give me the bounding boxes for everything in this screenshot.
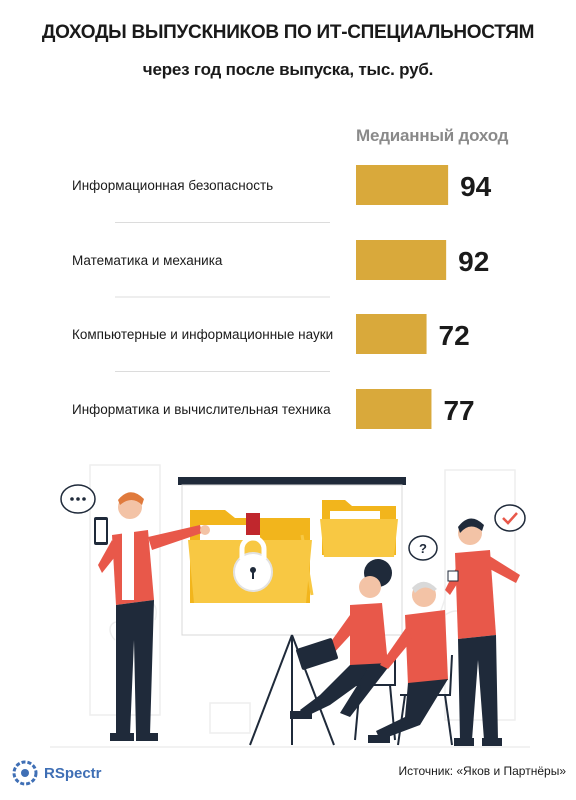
bar-chart: Информационная безопасность 94 Математика … (72, 165, 492, 429)
brand-logo[interactable]: RSpectr (12, 760, 102, 786)
bar (356, 389, 432, 429)
brand-logo-icon (12, 760, 38, 786)
woman-with-laptop-figure (290, 559, 392, 719)
question-bubble-icon: ? (408, 535, 438, 561)
older-man-figure (368, 581, 448, 743)
chart-title: ДОХОДЫ ВЫПУСКНИКОВ ПО ИТ-СПЕЦИАЛЬНОСТЯМ (41, 22, 535, 43)
category-label: Информационная безопасность (72, 178, 273, 193)
value-label: 94 (460, 171, 492, 202)
source-note: Источник: «Яков и Партнёры» (398, 764, 566, 778)
svg-text:?: ? (419, 541, 427, 556)
locked-folder-icon (188, 510, 314, 603)
folder-icon (320, 500, 398, 557)
value-label: 72 (439, 320, 470, 351)
chart-subtitle: через год после выпуска, тыс. руб. (142, 60, 434, 79)
standing-man-with-cup-figure (445, 518, 520, 746)
check-bubble-icon (494, 504, 526, 532)
bar (356, 314, 427, 354)
value-label: 77 (443, 395, 474, 426)
chairs (354, 654, 453, 746)
category-label: Информатика и вычислительная техника (72, 402, 331, 417)
speech-bubble-icon (60, 484, 96, 514)
value-label: 92 (458, 246, 489, 277)
bar (356, 165, 449, 205)
presenter-figure (94, 492, 210, 741)
brand-name: RSpectr (44, 764, 102, 782)
category-label: Математика и механика (72, 253, 223, 268)
office-presentation-illustration: ? (50, 464, 530, 748)
series-label: Медианный доход (356, 126, 509, 145)
bar (356, 240, 447, 280)
category-label: Компьютерные и информационные науки (72, 327, 333, 342)
